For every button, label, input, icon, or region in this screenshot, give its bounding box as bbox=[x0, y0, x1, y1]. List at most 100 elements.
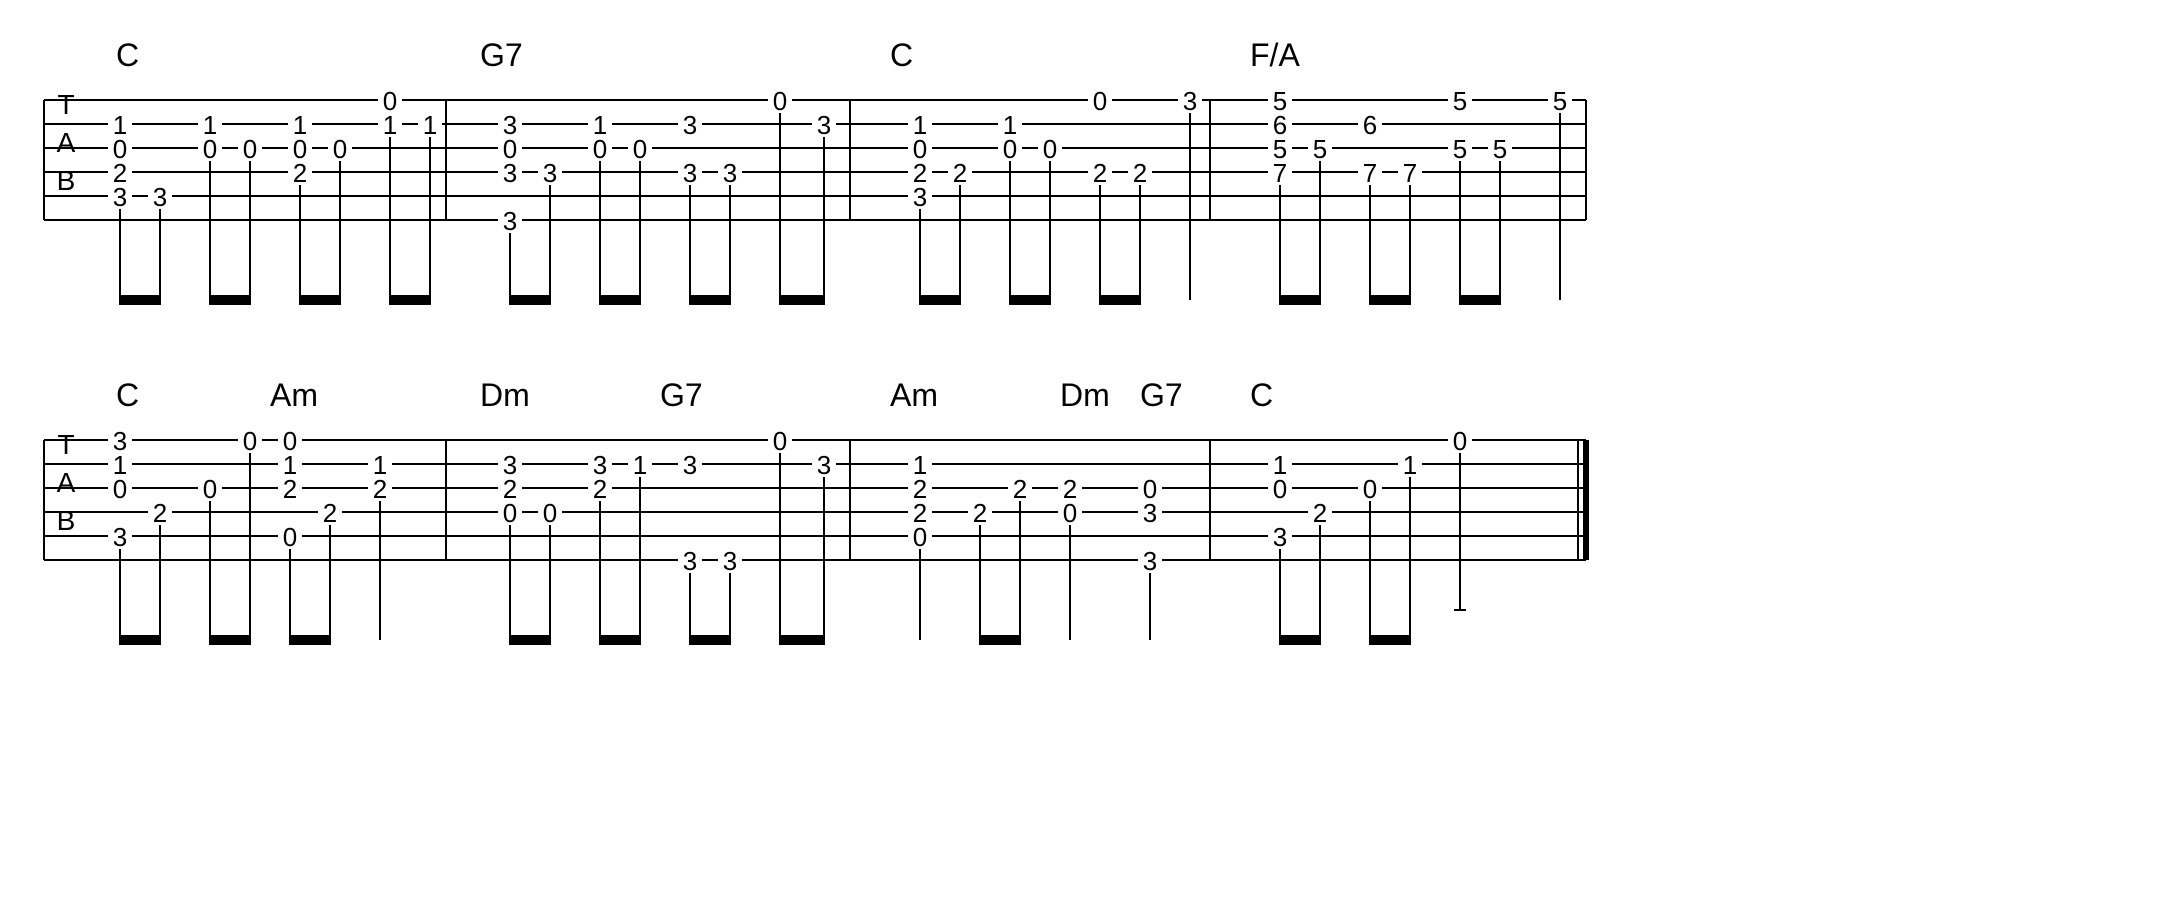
chord-label: C bbox=[116, 37, 139, 73]
chord-label: F/A bbox=[1250, 37, 1300, 73]
fret-number: 1 bbox=[1403, 450, 1417, 480]
fret-number: 3 bbox=[1183, 86, 1197, 116]
fret-number: 0 bbox=[1043, 134, 1057, 164]
beam bbox=[979, 635, 1021, 645]
chord-label: Dm bbox=[480, 377, 530, 413]
tablature-diagram: TABC102331001020011G73033310033303C10232… bbox=[20, 20, 2172, 900]
beam bbox=[209, 635, 251, 645]
fret-number: 3 bbox=[913, 182, 927, 212]
fret-number: 5 bbox=[1453, 134, 1467, 164]
fret-number: 2 bbox=[1013, 474, 1027, 504]
fret-number: 2 bbox=[283, 474, 297, 504]
fret-number: 3 bbox=[683, 546, 697, 576]
fret-number: 2 bbox=[293, 158, 307, 188]
chord-label: Am bbox=[270, 377, 318, 413]
beam bbox=[1369, 635, 1411, 645]
chord-label: G7 bbox=[660, 377, 703, 413]
fret-number: 3 bbox=[1143, 498, 1157, 528]
tab-clef-letter: A bbox=[57, 467, 76, 498]
fret-number: 0 bbox=[283, 522, 297, 552]
beam bbox=[119, 295, 161, 305]
chord-label: C bbox=[116, 377, 139, 413]
fret-number: 1 bbox=[383, 110, 397, 140]
fret-number: 0 bbox=[633, 134, 647, 164]
beam bbox=[1279, 295, 1321, 305]
chord-label: G7 bbox=[480, 37, 523, 73]
tab-clef-letter: A bbox=[57, 127, 76, 158]
fret-number: 7 bbox=[1273, 158, 1287, 188]
fret-number: 0 bbox=[113, 474, 127, 504]
beam bbox=[599, 295, 641, 305]
fret-number: 3 bbox=[683, 110, 697, 140]
fret-number: 0 bbox=[773, 86, 787, 116]
beam bbox=[599, 635, 641, 645]
fret-number: 5 bbox=[1313, 134, 1327, 164]
fret-number: 0 bbox=[1063, 498, 1077, 528]
fret-number: 2 bbox=[373, 474, 387, 504]
beam bbox=[689, 635, 731, 645]
fret-number: 3 bbox=[683, 158, 697, 188]
fret-number: 3 bbox=[503, 206, 517, 236]
fret-number: 7 bbox=[1363, 158, 1377, 188]
fret-number: 0 bbox=[203, 134, 217, 164]
fret-number: 0 bbox=[913, 522, 927, 552]
fret-number: 2 bbox=[1133, 158, 1147, 188]
fret-number: 3 bbox=[113, 522, 127, 552]
chord-label: G7 bbox=[1140, 377, 1183, 413]
fret-number: 1 bbox=[633, 450, 647, 480]
fret-number: 2 bbox=[953, 158, 967, 188]
fret-number: 2 bbox=[323, 498, 337, 528]
chord-label: Dm bbox=[1060, 377, 1110, 413]
fret-number: 0 bbox=[203, 474, 217, 504]
fret-number: 6 bbox=[1363, 110, 1377, 140]
fret-number: 0 bbox=[1273, 474, 1287, 504]
beam bbox=[1099, 295, 1141, 305]
beam bbox=[1459, 295, 1501, 305]
fret-number: 2 bbox=[1093, 158, 1107, 188]
beam bbox=[689, 295, 731, 305]
fret-number: 1 bbox=[423, 110, 437, 140]
fret-number: 0 bbox=[593, 134, 607, 164]
fret-number: 5 bbox=[1493, 134, 1507, 164]
fret-number: 5 bbox=[1453, 86, 1467, 116]
fret-number: 0 bbox=[1003, 134, 1017, 164]
fret-number: 0 bbox=[1363, 474, 1377, 504]
fret-number: 3 bbox=[1273, 522, 1287, 552]
fret-number: 0 bbox=[773, 426, 787, 456]
fret-number: 3 bbox=[503, 158, 517, 188]
fret-number: 3 bbox=[543, 158, 557, 188]
fret-number: 3 bbox=[1143, 546, 1157, 576]
chord-label: Am bbox=[890, 377, 938, 413]
fret-number: 2 bbox=[593, 474, 607, 504]
fret-number: 0 bbox=[243, 134, 257, 164]
fret-number: 3 bbox=[153, 182, 167, 212]
tab-clef-letter: T bbox=[57, 429, 74, 460]
beam bbox=[1009, 295, 1051, 305]
fret-number: 0 bbox=[503, 498, 517, 528]
beam bbox=[1369, 295, 1411, 305]
beam bbox=[119, 635, 161, 645]
fret-number: 2 bbox=[1313, 498, 1327, 528]
chord-label: C bbox=[1250, 377, 1273, 413]
fret-number: 2 bbox=[153, 498, 167, 528]
beam bbox=[779, 635, 825, 645]
beam bbox=[1279, 635, 1321, 645]
fret-number: 3 bbox=[723, 546, 737, 576]
fret-number: 0 bbox=[1453, 426, 1467, 456]
tab-clef-letter: B bbox=[57, 165, 76, 196]
beam bbox=[919, 295, 961, 305]
fret-number: 0 bbox=[243, 426, 257, 456]
fret-number: 0 bbox=[1093, 86, 1107, 116]
beam bbox=[209, 295, 251, 305]
fret-number: 5 bbox=[1553, 86, 1567, 116]
fret-number: 7 bbox=[1403, 158, 1417, 188]
fret-number: 3 bbox=[817, 110, 831, 140]
fret-number: 0 bbox=[333, 134, 347, 164]
tab-clef-letter: T bbox=[57, 89, 74, 120]
beam bbox=[509, 635, 551, 645]
chord-label: C bbox=[890, 37, 913, 73]
fret-number: 2 bbox=[973, 498, 987, 528]
fret-number: 3 bbox=[113, 182, 127, 212]
fret-number: 3 bbox=[817, 450, 831, 480]
fret-number: 3 bbox=[683, 450, 697, 480]
